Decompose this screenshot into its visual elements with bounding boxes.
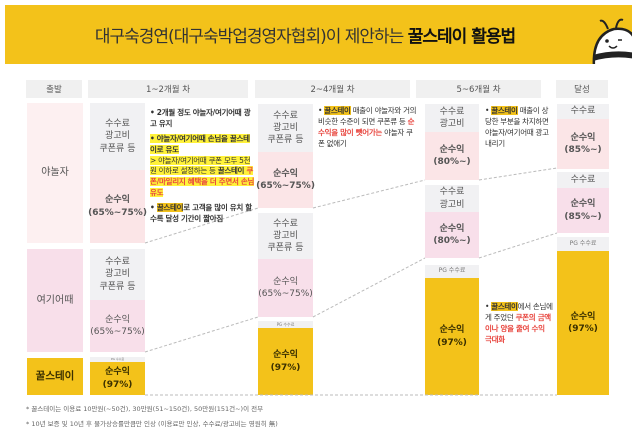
arrow-yeogi-2 bbox=[312, 257, 426, 318]
note-paragraph: • 야놀자/여기어때 손님을 꿀스테이로 유도 > 야놀자/여기어때 쿠폰 모두… bbox=[150, 133, 256, 199]
note-text: • 2개월 정도 야놀자/여기어때 광고 유지 bbox=[150, 108, 251, 128]
note-text: 매출이 야놀자와 거의 비슷한 수준이 되면 쿠폰류 등 bbox=[318, 106, 417, 126]
arrow-yanolja-2 bbox=[312, 179, 426, 209]
fee-box: 수수료 bbox=[557, 104, 609, 119]
profit-box: 순수익 (85%~) bbox=[557, 119, 609, 169]
footnote-fee: * 꿀스테이는 이용료 10만원(~50건), 30만원(51~150건), 5… bbox=[26, 405, 264, 413]
header-achieve: 달성 bbox=[556, 80, 608, 98]
note-paragraph: • 꿀스테이로 고객을 많이 유치 할수록 달성 기간이 짧아짐 bbox=[150, 203, 256, 225]
title-normal: 대구숙경연(대구숙박업경영자협회)이 제안하는 bbox=[94, 27, 408, 47]
note-paragraph: • 꿀스테이에서 손님에게 주었던 쿠폰의 금액이나 양을 줄여 수익 극대화 bbox=[485, 302, 553, 346]
note-text: 꿀스테이 bbox=[324, 106, 351, 115]
note-paragraph: • 2개월 정도 야놀자/여기어때 광고 유지 bbox=[150, 108, 256, 130]
title-bold: 꿀스테이 활용법 bbox=[407, 27, 516, 47]
bee-mascot-icon bbox=[592, 18, 632, 64]
pg-fee-box: PG 수수료 bbox=[557, 237, 609, 251]
notes-month-1-2: • 2개월 정도 야놀자/여기어때 광고 유지 • 야놀자/여기어때 손님을 꿀스… bbox=[150, 108, 256, 229]
title-banner: 대구숙경연(대구숙박업경영자협회)이 제안하는 꿀스테이 활용법 bbox=[5, 5, 632, 64]
notes-month-5-6: • 꿀스테이 매출이 상당한 부분을 차지하면 야놀자/여기어때 광고 내리기 bbox=[485, 106, 553, 154]
fee-box: 수수료 광고비 bbox=[425, 104, 479, 132]
arrow-yeogi-1 bbox=[144, 316, 259, 353]
note-text: 에서 손님에게 주었던 bbox=[485, 302, 553, 322]
note-text: 쿠폰의 금액이나 양을 줄여 수익 극대화 bbox=[485, 312, 551, 344]
fee-box: 수수료 광고비 쿠폰류 등 bbox=[90, 249, 145, 300]
fee-box: 수수료 광고비 bbox=[425, 185, 479, 212]
platform-kkulstay: 꿀스테이 bbox=[27, 358, 83, 395]
note-text: 꿀스테이 bbox=[491, 106, 518, 115]
profit-box: 순수익 (97%) bbox=[557, 251, 609, 395]
notes-achieve: • 꿀스테이에서 손님에게 주었던 쿠폰의 금액이나 양을 줄여 수익 극대화 bbox=[485, 302, 553, 350]
note-text: • bbox=[318, 106, 325, 115]
profit-box: 순수익 (80%~) bbox=[425, 212, 479, 258]
arrow-yeogi-3 bbox=[478, 232, 558, 259]
note-paragraph: • 꿀스테이 매출이 야놀자와 거의 비슷한 수준이 되면 쿠폰류 등 순수익을… bbox=[318, 106, 418, 150]
header-month-2-4: 2~4개월 차 bbox=[255, 80, 410, 98]
profit-box: 순수익 (97%) bbox=[90, 362, 145, 395]
footnote-guarantee: * 10년 보증 및 10년 후 물가상승률만큼만 인상 (이용료만 인상, 수… bbox=[26, 420, 278, 428]
arrow-yanolja-3 bbox=[478, 167, 558, 181]
fee-box: 수수료 광고비 쿠폰류 등 bbox=[258, 104, 313, 152]
platform-yeogieottae: 여기어때 bbox=[27, 249, 83, 352]
profit-box: 순수익 (65%~75%) bbox=[88, 170, 147, 243]
profit-box: 순수익 (80%~) bbox=[425, 132, 479, 180]
header-month-1-2: 1~2개월 차 bbox=[88, 80, 248, 98]
note-text: 꿀스테이 bbox=[156, 203, 184, 212]
profit-box: 순수익 (97%) bbox=[425, 278, 479, 395]
profit-box: 순수익 (65%~75%) bbox=[258, 259, 313, 317]
note-text: 꿀스테이 bbox=[217, 166, 245, 176]
pg-fee-box: PG 수수료 bbox=[90, 357, 145, 362]
note-text: • 야놀자/여기어때 손님을 꿀스테이로 유도 bbox=[150, 133, 250, 154]
pg-fee-box: PG 수수료 bbox=[258, 321, 313, 328]
profit-box: 순수익 (65%~75%) bbox=[256, 152, 315, 208]
pg-fee-box: PG 수수료 bbox=[425, 265, 479, 278]
header-month-5-6: 5~6개월 차 bbox=[416, 80, 541, 98]
note-paragraph: • 꿀스테이 매출이 상당한 부분을 차지하면 야놀자/여기어때 광고 내리기 bbox=[485, 106, 553, 150]
header-start: 출발 bbox=[26, 80, 82, 98]
fee-box: 수수료 bbox=[557, 172, 609, 188]
note-text: • bbox=[485, 302, 492, 311]
note-text: 야놀자 쿠폰 없애기 bbox=[318, 127, 413, 148]
note-text: 꿀스테이 bbox=[491, 302, 518, 311]
profit-box: 순수익 (85%~) bbox=[557, 188, 609, 233]
profit-box: 순수익 (97%) bbox=[258, 328, 313, 395]
platform-yanolja: 야놀자 bbox=[27, 103, 83, 243]
page-title: 대구숙경연(대구숙박업경영자협회)이 제안하는 꿀스테이 활용법 bbox=[5, 22, 605, 47]
note-text: 순수익을 많이 뺏어가는 bbox=[318, 116, 415, 137]
note-text: • bbox=[150, 203, 157, 212]
note-text: 로 고객을 많이 유치 할수록 달성 기간이 짧아짐 bbox=[150, 203, 252, 223]
fee-box: 수수료 광고비 쿠폰류 등 bbox=[258, 213, 313, 259]
notes-month-2-4: • 꿀스테이 매출이 야놀자와 거의 비슷한 수준이 되면 쿠폰류 등 순수익을… bbox=[318, 106, 418, 154]
profit-box: 순수익 (65%~75%) bbox=[90, 300, 145, 352]
note-text: • bbox=[485, 106, 492, 115]
note-text: 매출이 상당한 부분을 차지하면 야놀자/여기어때 광고 내리기 bbox=[485, 106, 549, 148]
fee-box: 수수료 광고비 쿠폰류 등 bbox=[90, 103, 145, 170]
